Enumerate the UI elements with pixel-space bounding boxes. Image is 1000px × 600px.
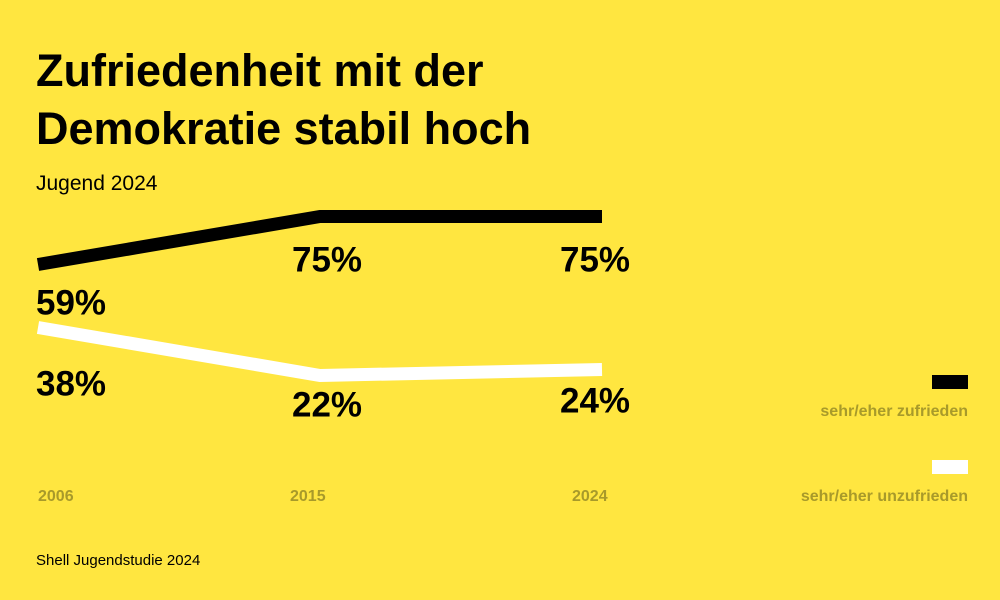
x-axis-ticks: 2006 2015 2024 — [38, 488, 608, 505]
source-note: Shell Jugendstudie 2024 — [36, 552, 201, 569]
legend-label-zufrieden: sehr/eher zufrieden — [820, 403, 968, 420]
value-label-layer: 59% 75% 75% 38% 22% 24% — [36, 241, 630, 425]
x-tick-label-2006: 2006 — [38, 488, 74, 505]
data-label-zufrieden-2024: 75% — [560, 241, 630, 280]
x-tick-label-2015: 2015 — [290, 488, 326, 505]
data-label-unzufrieden-2006: 38% — [36, 365, 106, 404]
data-label-unzufrieden-2015: 22% — [292, 386, 362, 425]
legend-swatch-zufrieden — [932, 375, 968, 389]
series-line-zufrieden — [36, 210, 602, 271]
chart-subtitle: Jugend 2024 — [36, 172, 158, 195]
legend: sehr/eher zufrieden sehr/eher unzufrieden — [801, 375, 968, 505]
series-layer — [36, 210, 603, 383]
series-line-unzufrieden — [36, 321, 603, 383]
legend-label-unzufrieden: sehr/eher unzufrieden — [801, 488, 968, 505]
chart-title: Zufriedenheit mit der Demokratie stabil … — [36, 45, 532, 154]
data-label-zufrieden-2006: 59% — [36, 284, 106, 323]
x-tick-label-2024: 2024 — [572, 488, 608, 505]
legend-swatch-unzufrieden — [932, 460, 968, 474]
data-label-zufrieden-2015: 75% — [292, 241, 362, 280]
data-label-unzufrieden-2024: 24% — [560, 382, 630, 421]
